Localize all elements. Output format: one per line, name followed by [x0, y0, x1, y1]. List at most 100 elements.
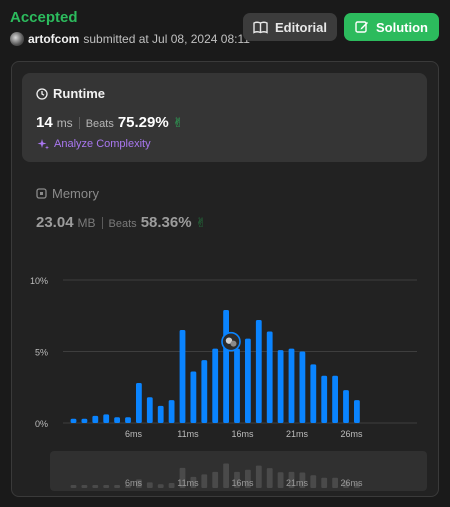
x-tick-label: 26ms [340, 429, 363, 439]
chart-bar[interactable] [277, 350, 284, 423]
editorial-label: Editorial [274, 19, 327, 35]
edit-icon [355, 21, 368, 33]
chart-bar[interactable] [266, 331, 273, 423]
avatar-detail [230, 340, 237, 347]
navigator-bar [201, 474, 208, 488]
chart-bar[interactable] [321, 375, 328, 423]
navigator-bar [255, 465, 262, 488]
navigator-bar [266, 468, 273, 488]
avatar[interactable] [10, 32, 24, 46]
navigator-bar [157, 484, 164, 488]
navigator-tick-label: 6ms [125, 478, 143, 488]
chart-bar[interactable] [179, 330, 186, 423]
chart-bar[interactable] [255, 320, 262, 423]
chart-bar[interactable] [245, 338, 251, 423]
navigator-bar [92, 485, 99, 488]
navigator-bar [70, 485, 77, 488]
editorial-button[interactable]: Editorial [243, 13, 337, 41]
solution-button[interactable]: Solution [344, 13, 439, 41]
chart-bar[interactable] [332, 375, 338, 423]
navigator-tick-label: 26ms [340, 478, 363, 488]
memory-unit: MB [77, 216, 96, 230]
runtime-unit: ms [56, 116, 73, 130]
y-tick-label: 5% [35, 348, 48, 358]
memory-beats-label: Beats [108, 218, 137, 230]
chart-bar[interactable] [103, 414, 110, 423]
divider [101, 216, 103, 229]
navigator-bar [223, 463, 229, 488]
chart-bar[interactable] [201, 360, 208, 423]
solution-label: Solution [376, 19, 428, 35]
chart-bar[interactable] [92, 415, 99, 423]
book-icon [253, 21, 268, 34]
status-accepted: Accepted [10, 9, 78, 26]
clap-icon: ✌ [172, 115, 184, 130]
x-tick-label: 11ms [177, 429, 199, 439]
navigator-bar [277, 472, 284, 488]
runtime-title: Runtime [36, 86, 105, 101]
navigator-tick-label: 16ms [231, 478, 254, 488]
chart-bar[interactable] [168, 400, 175, 423]
x-tick-label: 6ms [125, 429, 143, 439]
analyze-complexity-link[interactable]: Analyze Complexity [37, 138, 151, 150]
chart-bar[interactable] [125, 417, 131, 423]
navigator-bar [245, 469, 251, 488]
chart-bar[interactable] [70, 418, 77, 423]
chart-bar[interactable] [114, 417, 120, 423]
clock-icon [36, 87, 48, 100]
chart-bar[interactable] [299, 351, 306, 424]
memory-metric: 23.04 MB Beats 58.36% ✌ [36, 214, 206, 231]
runtime-card[interactable] [22, 73, 427, 162]
submitted-text: submitted at Jul 08, 2024 08:11 [83, 32, 250, 46]
chart-bar[interactable] [157, 405, 164, 423]
chart-bar[interactable] [136, 382, 142, 423]
navigator-bar [125, 485, 131, 488]
y-tick-label: 0% [35, 419, 48, 429]
navigator-bar [136, 479, 142, 488]
runtime-title-text: Runtime [53, 86, 105, 101]
username-link[interactable]: artofcom [28, 32, 80, 46]
chart-bar[interactable] [190, 371, 197, 423]
memory-value: 23.04 [36, 214, 74, 231]
analyze-label: Analyze Complexity [54, 138, 151, 150]
x-tick-label: 21ms [286, 429, 309, 439]
navigator-bar [179, 467, 186, 488]
navigator-bar [114, 485, 120, 488]
x-tick-label: 16ms [231, 429, 254, 439]
sparkle-icon [37, 139, 49, 150]
navigator-tick-label: 21ms [286, 478, 309, 488]
navigator-bar [81, 485, 88, 488]
chart-bar[interactable] [310, 364, 317, 423]
submission-info: artofcom submitted at Jul 08, 2024 08:11 [10, 32, 250, 46]
avatar-detail [225, 337, 233, 344]
y-tick-label: 10% [30, 276, 48, 286]
memory-chip-icon [36, 188, 47, 199]
chart-bar[interactable] [146, 397, 153, 423]
chart-bar[interactable] [234, 348, 240, 423]
navigator-bar [234, 471, 240, 488]
memory-title-text: Memory [52, 186, 99, 201]
memory-title[interactable]: Memory [36, 186, 99, 201]
chart-bar[interactable] [288, 348, 295, 423]
runtime-beats-pct: 75.29% [117, 114, 169, 131]
clap-icon: ✌ [195, 215, 207, 230]
memory-beats-pct: 58.36% [140, 214, 192, 231]
navigator-bar [354, 483, 360, 488]
navigator-bar [190, 476, 197, 488]
navigator-bar [103, 485, 110, 488]
navigator-bar [310, 475, 317, 488]
runtime-value: 14 [36, 114, 53, 131]
chart-bar[interactable] [343, 390, 349, 423]
navigator-bar [146, 482, 153, 488]
navigator-tick-label: 11ms [177, 478, 199, 488]
runtime-beats-label: Beats [85, 118, 114, 130]
chart-bar[interactable] [81, 418, 88, 423]
chart-bar[interactable] [354, 400, 360, 423]
runtime-metric: 14 ms Beats 75.29% ✌ [36, 114, 184, 131]
navigator-bar [212, 471, 219, 488]
navigator-bar [321, 477, 328, 488]
chart-bar[interactable] [212, 348, 219, 423]
navigator-bar [343, 480, 349, 488]
